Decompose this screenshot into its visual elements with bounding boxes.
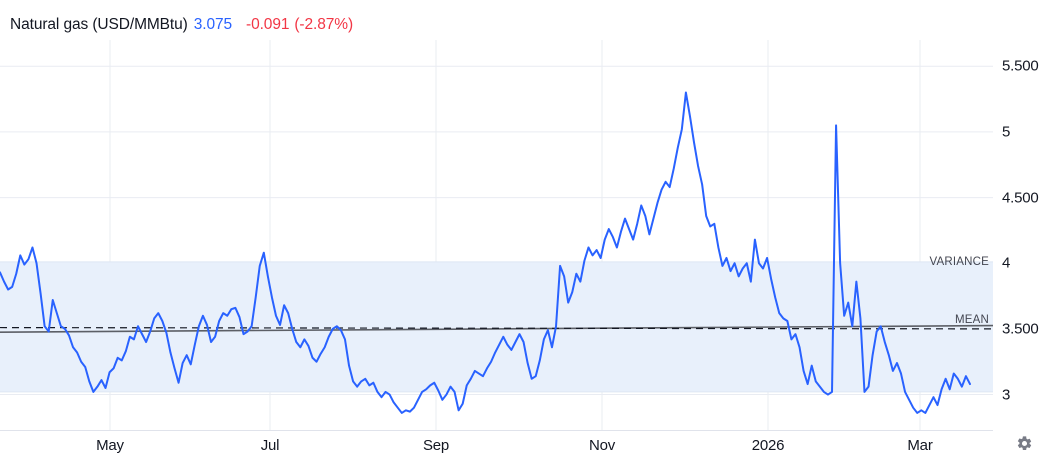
gear-icon bbox=[1017, 435, 1031, 450]
y-axis-tick-label: 3.500 bbox=[1002, 320, 1039, 338]
change-percent-value: (-2.87%) bbox=[294, 16, 354, 33]
mean-label: MEAN bbox=[954, 314, 989, 327]
series-title: Natural gas (USD/MMBtu) bbox=[10, 16, 188, 33]
y-axis-tick-label: 5.500 bbox=[1002, 57, 1039, 75]
price-series-line bbox=[0, 91, 971, 414]
chart-legend-header: Natural gas (USD/MMBtu) 3.075 -0.091 (-2… bbox=[10, 16, 353, 38]
chart-canvas bbox=[0, 40, 993, 430]
change-absolute-value: -0.091 bbox=[246, 16, 290, 33]
y-axis-tick-label: 3 bbox=[1002, 386, 1011, 404]
x-axis-tick-label: Jul bbox=[260, 437, 280, 454]
x-axis-tick-label: Mar bbox=[907, 437, 933, 454]
x-axis-tick-label: Nov bbox=[588, 437, 616, 454]
y-axis-tick-label: 5 bbox=[1002, 123, 1011, 141]
y-axis-tick-label: 4.500 bbox=[1002, 189, 1039, 207]
x-axis-tick-label: Sep bbox=[422, 437, 450, 454]
reference-line-mean-dashed bbox=[0, 326, 993, 330]
settings-button[interactable] bbox=[1013, 432, 1035, 454]
x-axis-tick-label: 2026 bbox=[751, 437, 785, 454]
last-price-value: 3.075 bbox=[193, 16, 233, 33]
y-axis[interactable]: 3 3.500 4 4.500 5 5.500 bbox=[993, 40, 1047, 430]
variance-label: VARIANCE bbox=[929, 255, 989, 268]
x-axis-tick-label: May bbox=[96, 437, 124, 454]
plot-area[interactable]: VARIANCE MEAN bbox=[0, 40, 993, 430]
price-line bbox=[0, 91, 971, 414]
y-axis-tick-label: 4 bbox=[1002, 254, 1011, 272]
x-axis[interactable]: May Jul Sep Nov 2026 Mar bbox=[0, 430, 993, 458]
